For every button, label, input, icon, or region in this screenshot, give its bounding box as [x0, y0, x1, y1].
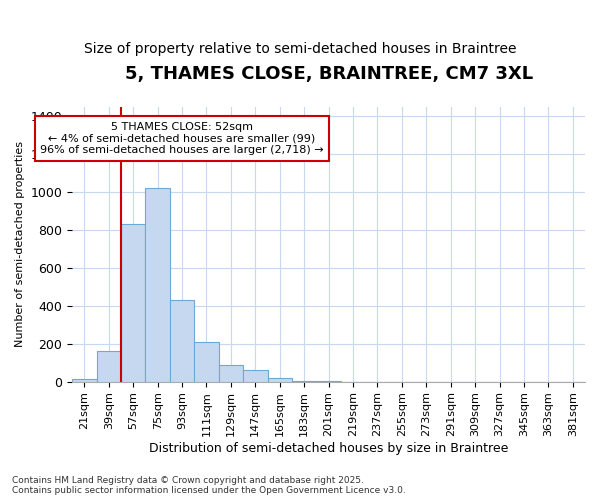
- Bar: [121, 224, 145, 382]
- Bar: [72, 379, 97, 382]
- Bar: [145, 188, 170, 382]
- X-axis label: Distribution of semi-detached houses by size in Braintree: Distribution of semi-detached houses by …: [149, 442, 508, 455]
- Y-axis label: Number of semi-detached properties: Number of semi-detached properties: [15, 142, 25, 348]
- Bar: [243, 370, 268, 382]
- Text: Contains HM Land Registry data © Crown copyright and database right 2025.
Contai: Contains HM Land Registry data © Crown c…: [12, 476, 406, 495]
- Bar: [268, 378, 292, 382]
- Bar: [218, 364, 243, 382]
- Bar: [97, 352, 121, 382]
- Bar: [170, 300, 194, 382]
- Bar: [194, 342, 218, 382]
- Bar: [292, 381, 316, 382]
- Text: Size of property relative to semi-detached houses in Braintree: Size of property relative to semi-detach…: [84, 42, 516, 56]
- Title: 5, THAMES CLOSE, BRAINTREE, CM7 3XL: 5, THAMES CLOSE, BRAINTREE, CM7 3XL: [125, 65, 533, 83]
- Text: 5 THAMES CLOSE: 52sqm
← 4% of semi-detached houses are smaller (99)
96% of semi-: 5 THAMES CLOSE: 52sqm ← 4% of semi-detac…: [40, 122, 324, 155]
